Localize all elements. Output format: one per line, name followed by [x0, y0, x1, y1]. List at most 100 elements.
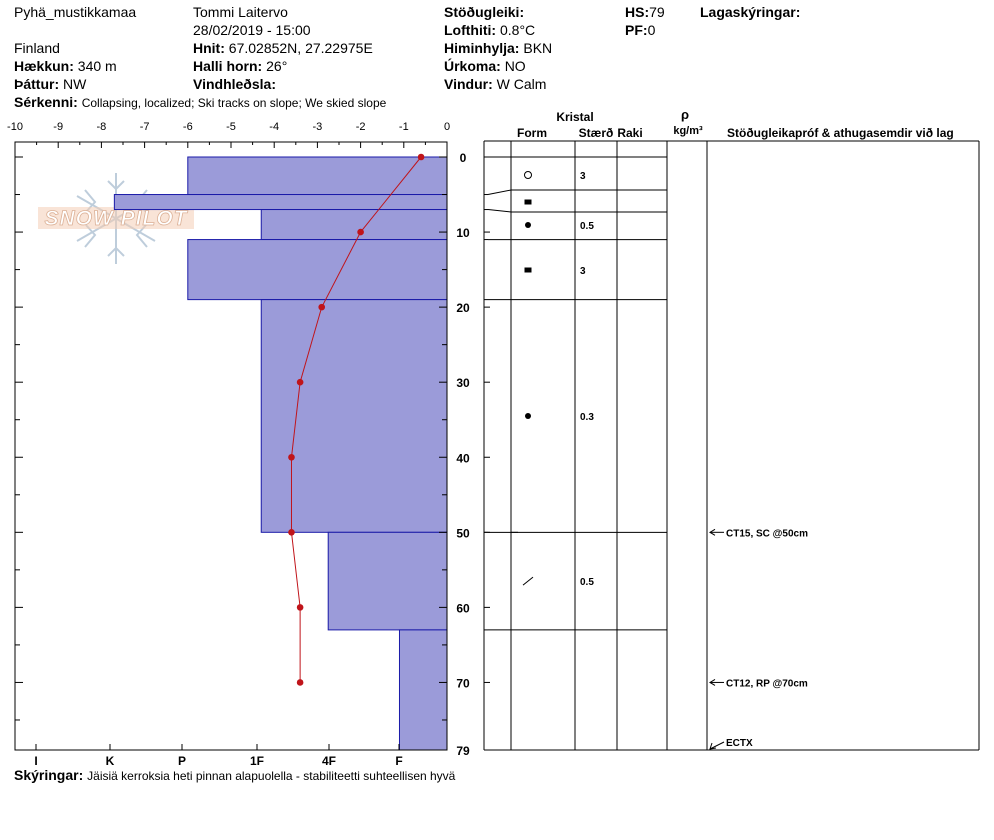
test-label-0: CT15, SC @50cm: [726, 528, 808, 539]
temperature-point-1: [357, 228, 364, 236]
hardness-bar-2: [260, 209, 448, 241]
elevation: Hækkun: 340 m: [14, 58, 117, 74]
test-label-1: CT12, RP @70cm: [726, 678, 808, 689]
size-header: Stærð: [579, 126, 614, 140]
depth-label-6: 60: [456, 601, 470, 615]
precip-label: Úrkoma:: [444, 58, 501, 74]
test-arrow-shaft-2: [709, 741, 725, 750]
hardness-bar-6: [398, 629, 448, 751]
aspect-label: Þáttur:: [14, 76, 60, 92]
depth-label-0: 0: [460, 151, 467, 165]
location-name: Pyhä_mustikkamaa: [14, 4, 137, 20]
observer-name: Tommi Laitervo: [193, 4, 288, 20]
slope-label: Halli horn:: [193, 58, 263, 74]
depth-label-2: 20: [456, 301, 470, 315]
hardness-label-1: K: [106, 754, 115, 768]
temperature-profile: [288, 153, 425, 686]
elevation-value: 340 m: [77, 58, 117, 74]
wind-loading: Vindhleðsla:: [193, 76, 276, 92]
temp-tick-label-3: -7: [140, 121, 150, 133]
aspect: Þáttur: NW: [14, 76, 86, 92]
temp-tick-label-9: -1: [399, 121, 409, 133]
test-arrow-head-2: [709, 742, 717, 750]
sky-cover: Himinhylja: BKN: [444, 40, 552, 56]
hardness-label-2: P: [178, 754, 186, 768]
temp-tick-label-1: -9: [53, 121, 63, 133]
hardness-bar-5: [327, 531, 448, 631]
wind-value: W Calm: [496, 76, 547, 92]
features-label: Sérkenni:: [14, 94, 78, 110]
notes-label: Skýringar:: [14, 767, 84, 783]
precipitation: Úrkoma: NO: [444, 58, 526, 74]
form-square-icon-1: [524, 199, 532, 205]
temp-tick-label-5: -5: [226, 121, 236, 133]
air-temperature: Lofthiti: 0.8°C: [444, 22, 535, 38]
form-circle-open-icon-0: [524, 171, 532, 179]
depth-label-4: 40: [456, 451, 470, 465]
density-symbol: ρ: [681, 107, 689, 122]
country: Finland: [14, 40, 60, 56]
wind-loading-label: Vindhleðsla:: [193, 76, 276, 92]
test-arrow-head-1: [709, 679, 716, 686]
elevation-label: Hækkun:: [14, 58, 74, 74]
hardness-label-4: 4F: [322, 754, 336, 768]
depth-label-1: 10: [456, 226, 470, 240]
pf-label: PF:: [625, 22, 648, 38]
moisture-header: Raki: [617, 126, 642, 140]
wind: Vindur: W Calm: [444, 76, 546, 92]
temp-tick-label-6: -4: [269, 121, 279, 133]
layer-notes-label: Lagaskýringar:: [700, 4, 801, 20]
snowflake-icon: [76, 173, 156, 264]
form-square-icon-3: [524, 267, 532, 273]
form-dot-icon-4: [525, 412, 531, 419]
pf-value: 0: [647, 22, 656, 38]
temp-tick-label-0: -10: [7, 121, 23, 133]
boundary-connector-1: [487, 189, 512, 196]
aspect-value: NW: [63, 76, 87, 92]
tests-header: Stöðugleikapróf & athugasemdir við lag: [727, 126, 954, 140]
stability-label: Stöðugleiki:: [444, 4, 525, 20]
snowpilot-logo: SNOW PILOT: [38, 173, 194, 264]
layer-table: Kristal Form Stærð Raki ρ kg/m³ Stöðugleikapró…: [483, 107, 980, 751]
form-dot-icon-2: [525, 222, 531, 228]
layer-size-5: 0.5: [580, 577, 594, 588]
temp-tick-label-2: -8: [97, 121, 107, 133]
features-value: Collapsing, localized; Ski tracks on slo…: [81, 96, 387, 110]
notes-value: Jäisiä kerroksia heti pinnan alapuolella…: [87, 769, 456, 783]
stability-tests: CT15, SC @50cm CT12, RP @70cm ECTX: [709, 528, 808, 750]
temperature-point-7: [296, 679, 304, 686]
boundary-connector-2: [487, 209, 512, 213]
temperature-point-5: [288, 529, 295, 536]
wind-label: Vindur:: [444, 76, 493, 92]
sky-value: BKN: [523, 40, 553, 56]
depth-axis: 0 10 20 30 40 50 60 70 79: [15, 151, 470, 758]
coordinates-value: 67.02852N, 27.22975E: [228, 40, 373, 56]
layer-size-4: 0.3: [580, 412, 594, 423]
temp-tick-label-4: -6: [183, 121, 193, 133]
temperature-point-4: [288, 453, 295, 461]
hardness-label-5: F: [395, 754, 402, 768]
crystal-header: Kristal: [556, 110, 593, 124]
temperature-axis: -10 -9 -8 -7 -6 -5 -4 -3 -2 -1 0: [7, 121, 450, 148]
temp-tick-label-7: -3: [313, 121, 323, 133]
stability: Stöðugleiki:: [444, 4, 524, 20]
temperature-point-3: [296, 378, 304, 386]
logo-text: SNOW PILOT: [45, 207, 189, 230]
precip-value: NO: [504, 58, 526, 74]
temperature-point-0: [417, 153, 425, 161]
depth-label-5: 50: [456, 526, 470, 540]
depth-label-7: 70: [456, 676, 470, 690]
temperature-point-6: [296, 604, 304, 611]
hs-label: HS:: [625, 4, 650, 20]
air-temp-value: 0.8°C: [499, 22, 536, 38]
slope-angle: Halli horn: 26°: [193, 58, 287, 74]
hs-value: 79: [649, 4, 665, 20]
hardness-axis: I K P 1F 4F F: [34, 744, 403, 768]
temp-tick-label-8: -2: [356, 121, 366, 133]
temperature-point-2: [318, 303, 326, 311]
coordinates-label: Hnit:: [193, 40, 225, 56]
depth-label-8: 79: [456, 744, 470, 758]
layer-size-0: 3: [580, 171, 586, 182]
layer-size-3: 3: [580, 266, 586, 277]
